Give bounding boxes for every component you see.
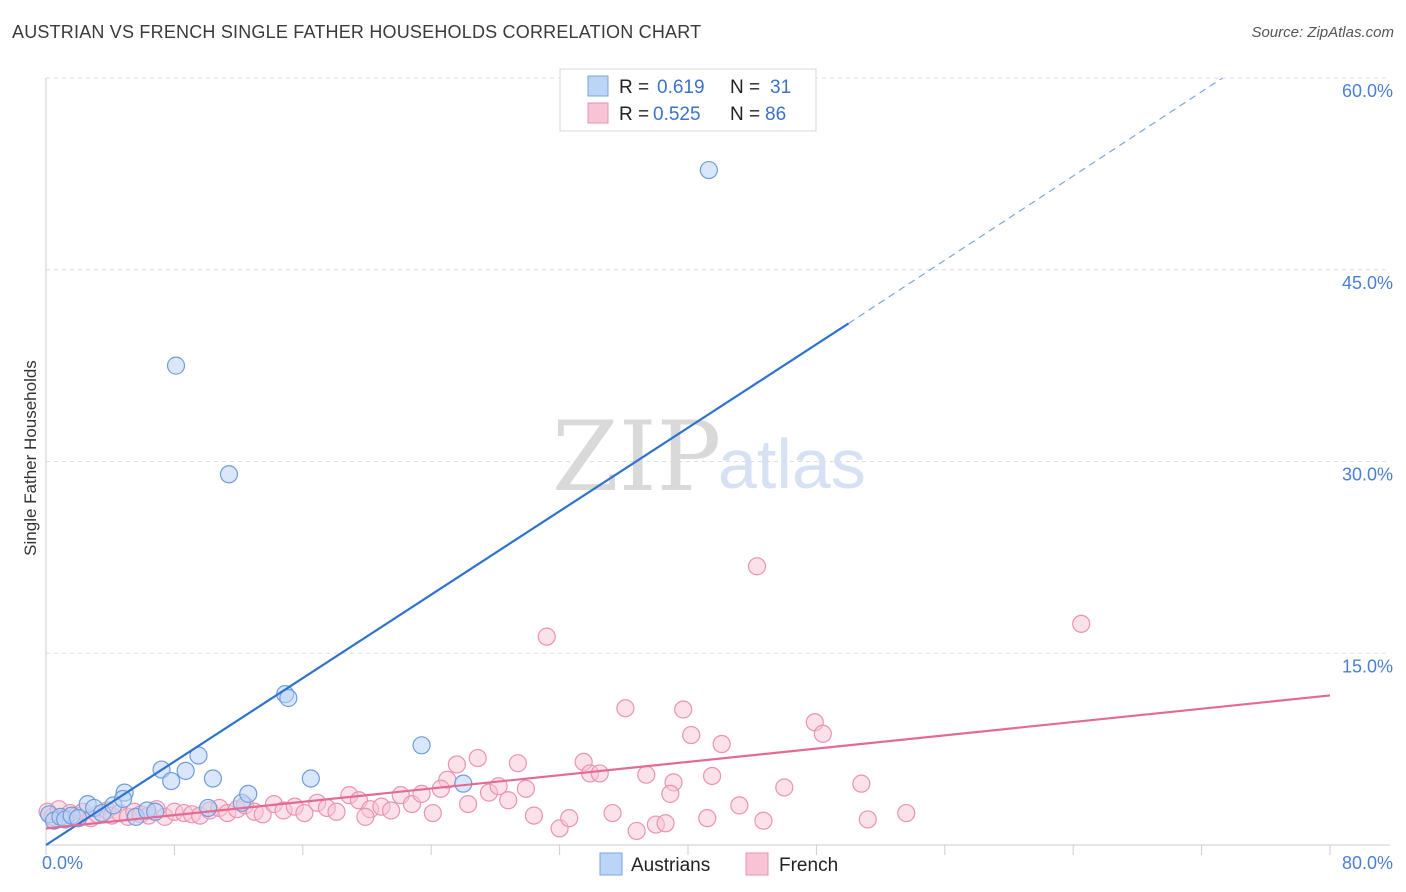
legend-austrians-swatch	[599, 852, 623, 876]
legend-french-label: French	[779, 855, 838, 876]
french-swatch	[587, 102, 609, 124]
austrians-point	[166, 356, 186, 375]
austrians-point	[203, 769, 223, 788]
y-tick-labels: 15.0% 30.0% 45.0% 60.0%	[1342, 81, 1393, 676]
french-r-label: R =	[619, 104, 649, 125]
french-point	[656, 814, 675, 833]
stats-legend: R = 0.619 N = 31 R = 0.525 N = 86	[559, 68, 817, 132]
french-trend-line	[45, 694, 1331, 830]
french-point	[637, 765, 656, 784]
austrians-trend-extension	[848, 77, 1223, 324]
french-point	[897, 803, 916, 823]
french-point	[747, 557, 767, 576]
french-point	[682, 725, 701, 745]
austrians-point	[113, 789, 133, 809]
series-legend: Austrians French	[599, 852, 838, 876]
legend-austrians-label: Austrians	[631, 855, 710, 876]
french-point	[1072, 614, 1091, 633]
french-point	[516, 779, 535, 798]
austrians-r-label: R =	[619, 77, 649, 98]
french-point	[603, 803, 622, 823]
french-point	[702, 766, 722, 786]
austrians-point	[162, 771, 181, 791]
source-label: Source: ZipAtlas.com	[1251, 24, 1394, 41]
x-tick-label: 0.0%	[42, 853, 83, 873]
french-point	[661, 784, 680, 803]
austrians-point	[239, 784, 258, 803]
x-tick-label: 80.0%	[1342, 853, 1393, 873]
french-point	[381, 801, 401, 820]
french-n-value: 86	[765, 104, 786, 125]
french-r-value: 0.525	[653, 104, 701, 125]
french-point	[508, 754, 527, 773]
y-tick-label: 15.0%	[1342, 656, 1393, 676]
y-axis-label: Single Father Households	[21, 360, 40, 556]
austrians-trend-line	[45, 322, 850, 846]
french-point	[560, 809, 579, 828]
watermark-atlas: atlas	[718, 425, 866, 503]
austrians-point	[279, 688, 298, 708]
french-point	[674, 700, 693, 719]
french-point	[813, 724, 832, 743]
french-point	[858, 810, 877, 829]
austrians-point	[412, 736, 431, 755]
x-tick-labels: 0.0% 80.0%	[42, 853, 1393, 873]
french-point	[852, 774, 871, 793]
x-axis-ticks	[45, 845, 1331, 855]
french-point	[499, 791, 518, 810]
y-tick-label: 60.0%	[1342, 81, 1393, 101]
trend-lines	[45, 77, 1331, 846]
french-point	[775, 778, 794, 797]
austrians-r-value: 0.619	[657, 77, 705, 98]
french-n-label: N =	[730, 104, 760, 125]
french-point	[730, 796, 749, 815]
french-point	[537, 627, 556, 646]
french-point	[698, 809, 717, 828]
french-point	[468, 748, 487, 768]
french-point	[356, 807, 375, 826]
french-point	[616, 699, 635, 718]
french-point	[447, 755, 466, 774]
french-point	[327, 802, 346, 821]
french-points	[38, 557, 1091, 841]
chart-title: AUSTRIAN VS FRENCH SINGLE FATHER HOUSEHO…	[12, 22, 702, 42]
french-point	[712, 734, 731, 754]
austrians-points	[40, 160, 718, 830]
french-point	[627, 821, 646, 841]
watermark-zip: ZIP	[552, 401, 721, 513]
y-tick-label: 30.0%	[1342, 465, 1393, 485]
austrians-point	[219, 465, 239, 484]
austrians-swatch	[587, 75, 609, 97]
austrians-point	[176, 761, 195, 780]
austrians-n-value: 31	[770, 77, 791, 98]
watermark: ZIP atlas	[552, 401, 866, 513]
austrians-point	[301, 769, 320, 788]
french-point	[459, 794, 478, 814]
austrians-n-label: N =	[730, 77, 760, 98]
french-point	[590, 764, 609, 783]
french-point	[524, 806, 544, 825]
french-point	[423, 803, 442, 823]
y-tick-label: 45.0%	[1342, 273, 1393, 293]
austrians-point	[199, 798, 218, 818]
french-point	[754, 811, 773, 830]
french-point	[295, 803, 314, 823]
legend-french-swatch	[745, 852, 769, 876]
austrians-point	[699, 160, 718, 180]
